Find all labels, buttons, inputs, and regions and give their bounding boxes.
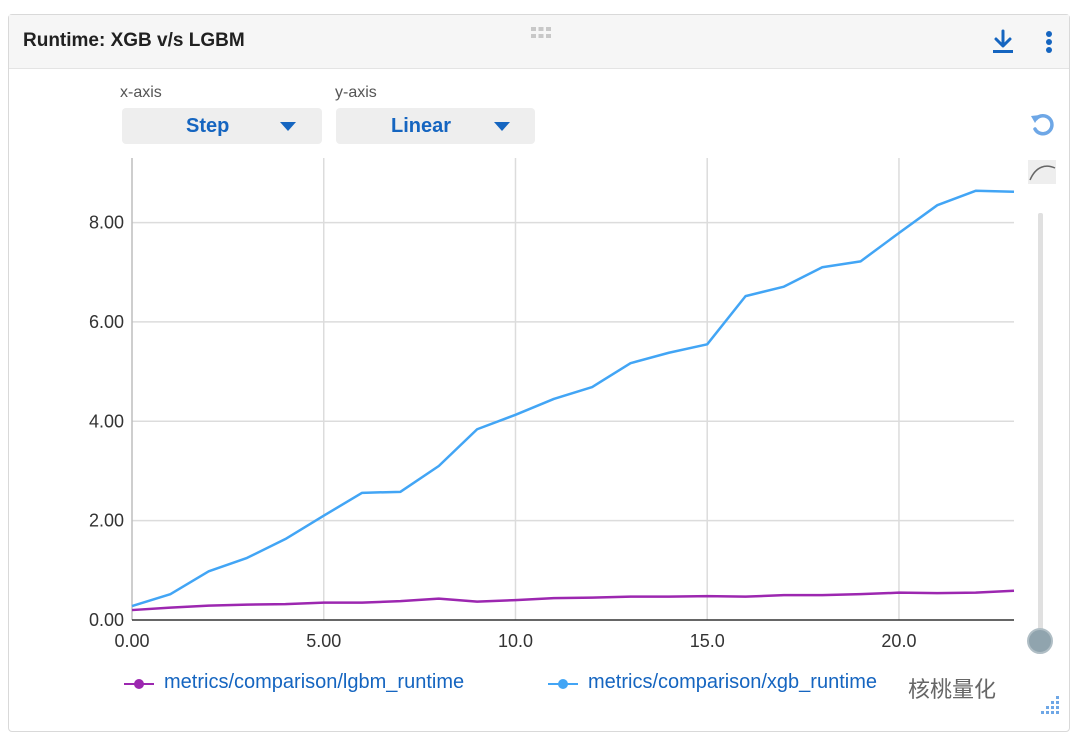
- y-axis-label: y-axis: [335, 84, 377, 101]
- legend-label-lgbm: metrics/comparison/lgbm_runtime: [164, 671, 465, 693]
- legend-marker-lgbm: [124, 679, 154, 689]
- series-line-xgb: [131, 189, 1015, 608]
- y-tick-label: 2.00: [89, 511, 124, 531]
- x-axis-select-value: Step: [186, 115, 230, 137]
- legend-label-xgb: metrics/comparison/xgb_runtime: [588, 671, 877, 693]
- x-axis-select[interactable]: Step: [122, 108, 322, 144]
- resize-icon[interactable]: [1038, 690, 1062, 718]
- chevron-down-icon: [280, 122, 296, 131]
- smoothing-slider-thumb[interactable]: [1027, 628, 1053, 654]
- y-tick-label: 6.00: [89, 312, 124, 332]
- y-axis-select-value: Linear: [391, 115, 452, 137]
- download-icon[interactable]: [989, 27, 1017, 57]
- card-title: Runtime: XGB v/s LGBM: [23, 30, 245, 51]
- x-tick-label: 0.00: [114, 631, 149, 651]
- reset-icon[interactable]: [1028, 110, 1058, 140]
- y-tick-label: 4.00: [89, 411, 124, 431]
- x-axis-label: x-axis: [120, 84, 162, 101]
- drag-handle-icon[interactable]: [529, 25, 553, 41]
- series-line-lgbm: [131, 589, 1015, 612]
- y-axis-select[interactable]: Linear: [336, 108, 535, 144]
- x-tick-label: 5.00: [306, 631, 341, 651]
- x-tick-label: 10.0: [498, 631, 533, 651]
- smoothing-icon[interactable]: [1028, 160, 1056, 184]
- chevron-down-icon: [494, 122, 510, 131]
- y-tick-label: 8.00: [89, 213, 124, 233]
- card-header: Runtime: XGB v/s LGBM: [9, 15, 1069, 69]
- more-vertical-icon[interactable]: [1039, 27, 1059, 57]
- x-tick-label: 20.0: [881, 631, 916, 651]
- watermark: 核桃量化: [908, 677, 997, 702]
- legend-marker-xgb: [548, 679, 578, 689]
- y-tick-label: 0.00: [89, 610, 124, 630]
- smoothing-slider-track[interactable]: [1038, 213, 1043, 633]
- x-tick-label: 15.0: [690, 631, 725, 651]
